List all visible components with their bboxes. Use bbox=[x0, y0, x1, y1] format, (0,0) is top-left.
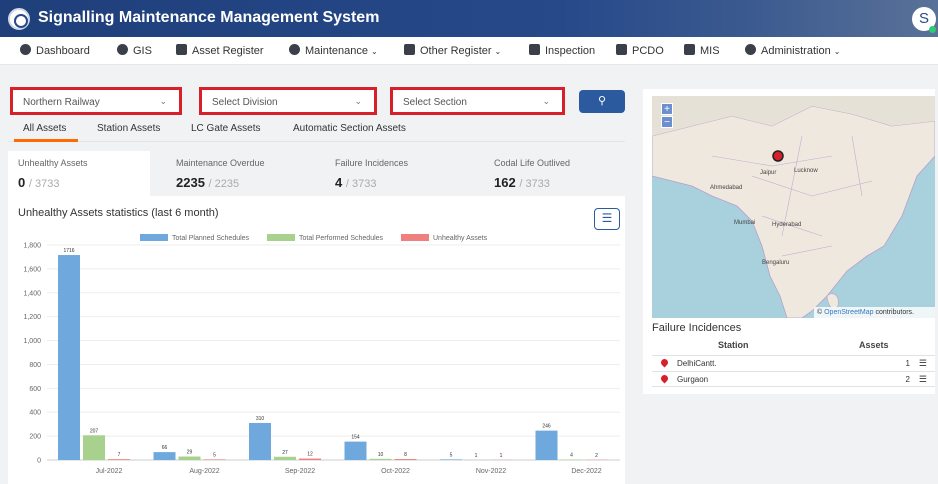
chevron-down-icon: ⌄ bbox=[354, 96, 362, 106]
nav-item-inspection[interactable]: Inspection bbox=[529, 44, 595, 57]
list-icon: ☰ bbox=[601, 211, 613, 225]
main-nav: Dashboard GIS Asset Register Maintenance… bbox=[0, 37, 938, 65]
landmass bbox=[652, 105, 935, 318]
zoom-out-button[interactable]: − bbox=[661, 116, 673, 128]
search-icon: ⚲ bbox=[597, 95, 607, 107]
app-title: Signalling Maintenance Management System bbox=[38, 9, 380, 26]
column-header-assets: Assets bbox=[859, 340, 889, 350]
railway-select[interactable]: Northern Railway ⌄ bbox=[10, 87, 182, 115]
map-label-jaipur: Jaipur bbox=[760, 170, 776, 176]
online-status-icon bbox=[929, 26, 936, 33]
tab-all-assets[interactable]: All Assets bbox=[23, 123, 67, 134]
tools-icon bbox=[404, 44, 415, 55]
nav-item-gis[interactable]: GIS bbox=[117, 44, 152, 57]
tab-lc-gate-assets[interactable]: LC Gate Assets bbox=[191, 123, 261, 134]
map-pin-icon bbox=[659, 373, 670, 384]
save-icon bbox=[684, 44, 695, 55]
column-header-station: Station bbox=[718, 340, 749, 350]
stats-row: Unhealthy Assets 0 / 3733 Maintenance Ov… bbox=[8, 151, 625, 196]
sri-lanka bbox=[826, 293, 839, 309]
nav-item-administration[interactable]: Administration ⌄ bbox=[745, 44, 840, 57]
landmass-north bbox=[652, 96, 935, 136]
table-row: DelhiCantt. 1 ☰ bbox=[652, 355, 935, 371]
nav-item-dashboard[interactable]: Dashboard bbox=[20, 44, 90, 57]
active-tab-indicator bbox=[14, 139, 78, 142]
railway-logo-icon bbox=[8, 8, 30, 30]
map-pin-icon bbox=[659, 357, 670, 368]
tools-icon bbox=[176, 44, 187, 55]
zoom-in-button[interactable]: + bbox=[661, 103, 673, 115]
map-label-mumbai: Mumbai bbox=[734, 220, 755, 226]
document-icon bbox=[616, 44, 627, 55]
nav-item-asset-register[interactable]: Asset Register bbox=[176, 44, 264, 57]
stat-codal-life-outlived[interactable]: Codal Life Outlived 162 / 3733 bbox=[494, 158, 571, 190]
map-label-ahmedabad: Ahmedabad bbox=[710, 185, 742, 191]
station-marker bbox=[772, 150, 784, 162]
stat-unhealthy-assets[interactable]: Unhealthy Assets 0 / 3733 bbox=[8, 151, 150, 196]
nav-item-other-register[interactable]: Other Register ⌄ bbox=[404, 44, 501, 57]
nav-item-maintenance[interactable]: Maintenance ⌄ bbox=[289, 44, 378, 57]
region-borders bbox=[711, 135, 873, 257]
top-bar bbox=[0, 0, 938, 37]
failure-incidences-title: Failure Incidences bbox=[652, 322, 742, 334]
dashboard-icon bbox=[20, 44, 31, 55]
map-pin-icon bbox=[117, 44, 128, 55]
checkbox-icon bbox=[529, 44, 540, 55]
division-select[interactable]: Select Division ⌄ bbox=[199, 87, 377, 115]
search-button[interactable]: ⚲ bbox=[579, 90, 625, 113]
map-label-lucknow: Lucknow bbox=[794, 168, 818, 174]
chart-panel bbox=[8, 196, 625, 484]
table-row: Gurgaon 2 ☰ bbox=[652, 371, 935, 387]
map-canvas: Jaipur Lucknow Ahmedabad Mumbai Hyderaba… bbox=[652, 96, 935, 318]
section-select[interactable]: Select Section ⌄ bbox=[390, 87, 565, 115]
chart-title: Unhealthy Assets statistics (last 6 mont… bbox=[18, 207, 219, 219]
chevron-down-icon: ⌄ bbox=[494, 47, 502, 56]
stat-failure-incidences[interactable]: Failure Incidences 4 / 3733 bbox=[335, 158, 409, 190]
list-icon[interactable]: ☰ bbox=[918, 374, 927, 384]
gear-icon bbox=[289, 44, 300, 55]
asset-tabs: All Assets Station Assets LC Gate Assets… bbox=[8, 118, 625, 142]
map[interactable]: Jaipur Lucknow Ahmedabad Mumbai Hyderaba… bbox=[652, 96, 935, 318]
osm-link[interactable]: OpenStreetMap bbox=[824, 309, 874, 316]
chevron-down-icon: ⌄ bbox=[542, 96, 550, 106]
chart-menu-button[interactable]: ☰ bbox=[594, 208, 620, 230]
chevron-down-icon: ⌄ bbox=[371, 47, 378, 56]
list-icon[interactable]: ☰ bbox=[918, 358, 927, 368]
tab-station-assets[interactable]: Station Assets bbox=[97, 123, 161, 134]
chevron-down-icon: ⌄ bbox=[159, 96, 167, 106]
stat-maintenance-overdue[interactable]: Maintenance Overdue 2235 / 2235 bbox=[176, 158, 265, 190]
user-icon bbox=[745, 44, 756, 55]
map-attribution: © OpenStreetMap contributors. bbox=[814, 307, 935, 318]
tab-automatic-section-assets[interactable]: Automatic Section Assets bbox=[293, 123, 406, 134]
chevron-down-icon: ⌄ bbox=[833, 47, 841, 56]
map-label-hyderabad: Hyderabad bbox=[772, 222, 801, 228]
nav-item-mis[interactable]: MIS bbox=[684, 44, 720, 57]
nav-item-pcdo[interactable]: PCDO bbox=[616, 44, 664, 57]
map-label-bengaluru: Bengaluru bbox=[762, 260, 789, 266]
